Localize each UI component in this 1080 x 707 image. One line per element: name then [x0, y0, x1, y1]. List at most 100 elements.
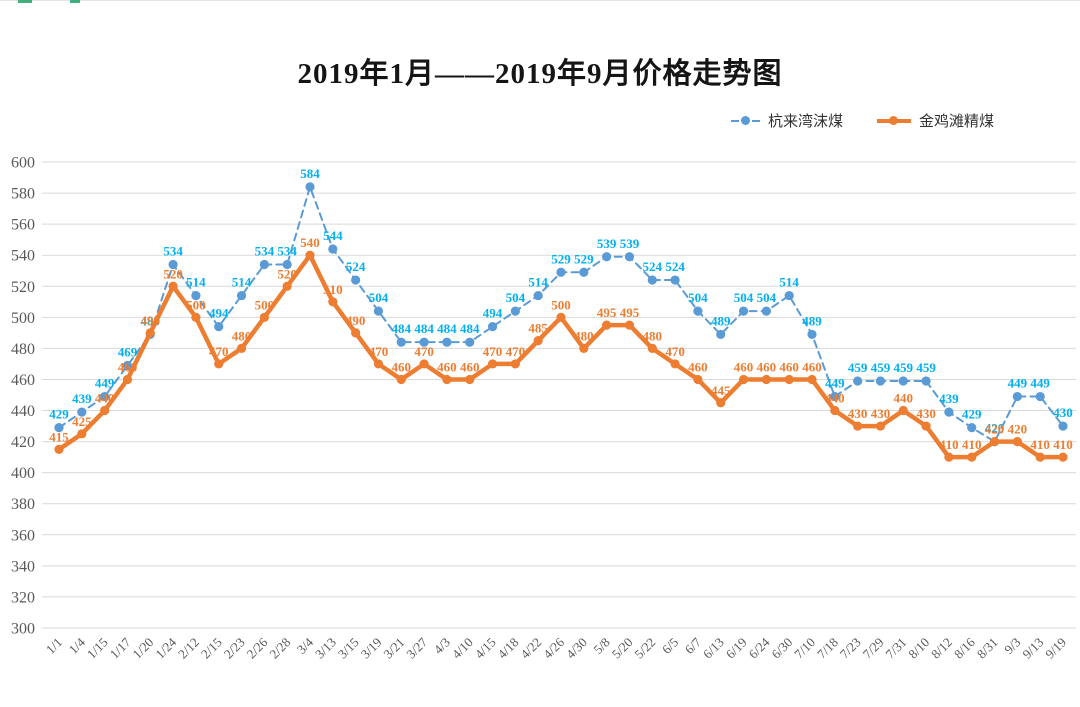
data-point-marker — [259, 312, 269, 322]
x-axis-tick-label: 8/10 — [905, 635, 932, 662]
x-axis-tick-label: 4/22 — [517, 635, 544, 662]
x-axis-tick-label: 7/29 — [860, 635, 887, 662]
data-point-label: 514 — [779, 275, 799, 290]
data-point-label: 520 — [163, 266, 183, 281]
data-point-label: 440 — [894, 391, 914, 406]
data-point-label: 500 — [186, 297, 206, 312]
data-point-label: 415 — [49, 429, 69, 444]
y-axis-tick-label: 420 — [11, 434, 35, 451]
data-point-label: 459 — [916, 360, 936, 375]
data-point-label: 460 — [437, 359, 457, 374]
data-point-label: 470 — [209, 344, 229, 359]
data-point-marker — [1035, 452, 1045, 462]
data-point-label: 429 — [962, 407, 982, 422]
y-axis-tick-label: 380 — [11, 496, 35, 513]
spreadsheet-green-mark — [70, 0, 80, 3]
data-point-marker — [259, 259, 269, 270]
data-point-marker — [465, 374, 475, 385]
data-point-marker — [1012, 391, 1022, 402]
data-point-marker — [875, 421, 886, 431]
data-point-marker — [853, 421, 863, 431]
data-point-label: 430 — [916, 406, 936, 421]
x-axis-tick-label: 2/26 — [244, 634, 271, 661]
data-point-label: 470 — [506, 344, 526, 359]
y-axis-tick-label: 600 — [11, 155, 35, 172]
data-point-label: 469 — [118, 344, 138, 359]
data-point-marker — [168, 259, 178, 270]
data-point-label: 420 — [1008, 422, 1028, 437]
data-point-marker — [807, 374, 817, 385]
data-point-label: 460 — [757, 359, 777, 374]
data-point-label: 470 — [369, 344, 389, 359]
data-point-marker — [944, 407, 954, 417]
data-point-label: 459 — [871, 360, 891, 375]
data-point-marker — [853, 376, 863, 386]
x-axis-tick-label: 1/4 — [66, 634, 89, 657]
y-axis-tick-label: 300 — [11, 621, 35, 638]
data-point-label: 480 — [643, 328, 663, 343]
data-point-label: 484 — [437, 321, 457, 336]
data-point-marker — [898, 405, 908, 416]
chart-legend: 杭来湾沫煤 金鸡滩精煤 — [730, 110, 994, 131]
data-point-label: 544 — [323, 228, 343, 243]
legend-label-series1: 杭来湾沫煤 — [767, 114, 843, 130]
data-point-marker — [122, 374, 133, 385]
data-point-marker — [967, 452, 977, 462]
data-point-marker — [236, 290, 247, 301]
data-point-label: 460 — [118, 359, 138, 374]
data-point-marker — [898, 376, 908, 386]
x-axis-tick-label: 2/23 — [221, 635, 248, 662]
data-point-label: 410 — [962, 437, 982, 452]
data-point-label: 449 — [1030, 376, 1050, 391]
data-point-label: 449 — [95, 376, 115, 391]
data-point-marker — [77, 429, 87, 439]
data-point-marker — [579, 343, 589, 353]
y-axis-tick-label: 480 — [11, 341, 35, 358]
x-axis-tick-label: 2/12 — [175, 635, 202, 662]
data-point-label: 504 — [506, 290, 526, 305]
data-point-label: 440 — [825, 391, 845, 406]
legend-item-hanglaiwan: 杭来湾沫煤 — [730, 110, 843, 131]
y-axis-tick-label: 440 — [11, 403, 35, 420]
data-point-marker — [77, 407, 87, 417]
x-axis-tick-label: 3/27 — [403, 634, 430, 661]
y-axis-tick-label: 560 — [11, 217, 35, 234]
x-axis-tick-label: 1/1 — [43, 635, 65, 657]
data-point-label: 500 — [551, 297, 571, 312]
data-point-marker — [784, 290, 794, 301]
x-axis-tick-label: 3/13 — [312, 635, 339, 662]
y-axis-tick-label: 400 — [11, 465, 35, 482]
data-point-label: 480 — [574, 328, 594, 343]
data-point-label: 440 — [95, 391, 115, 406]
data-point-label: 494 — [209, 306, 229, 321]
data-point-marker — [328, 297, 338, 307]
x-axis-tick-label: 3/19 — [358, 635, 385, 662]
data-point-marker — [100, 405, 110, 416]
data-point-marker — [305, 250, 315, 260]
x-axis-tick-label: 7/31 — [882, 635, 909, 662]
data-point-label: 430 — [1053, 405, 1073, 420]
data-point-marker — [487, 359, 498, 369]
dashed-blue-line-marker-icon — [730, 116, 760, 125]
data-point-label: 460 — [688, 359, 708, 374]
y-axis-tick-label: 340 — [11, 558, 35, 575]
data-point-marker — [647, 275, 657, 285]
x-axis-tick-label: 9/13 — [1019, 635, 1046, 662]
x-axis-tick-label: 9/3 — [1001, 635, 1023, 657]
x-axis-tick-label: 8/12 — [928, 635, 955, 662]
data-point-marker — [944, 452, 954, 462]
x-axis-tick-label: 4/3 — [431, 635, 453, 657]
data-point-marker — [1058, 421, 1068, 431]
data-point-label: 470 — [414, 344, 434, 359]
data-point-label: 480 — [232, 328, 252, 343]
data-point-marker — [761, 374, 771, 385]
data-point-label: 445 — [711, 383, 731, 398]
data-point-marker — [533, 336, 543, 346]
data-point-marker — [716, 398, 726, 408]
x-axis-tick-label: 3/21 — [380, 635, 407, 662]
data-point-label: 534 — [163, 244, 183, 259]
data-point-marker — [442, 374, 452, 385]
x-axis-tick-label: 5/22 — [631, 635, 658, 662]
data-point-marker — [214, 359, 224, 369]
x-axis-tick-label: 3/4 — [294, 634, 317, 657]
